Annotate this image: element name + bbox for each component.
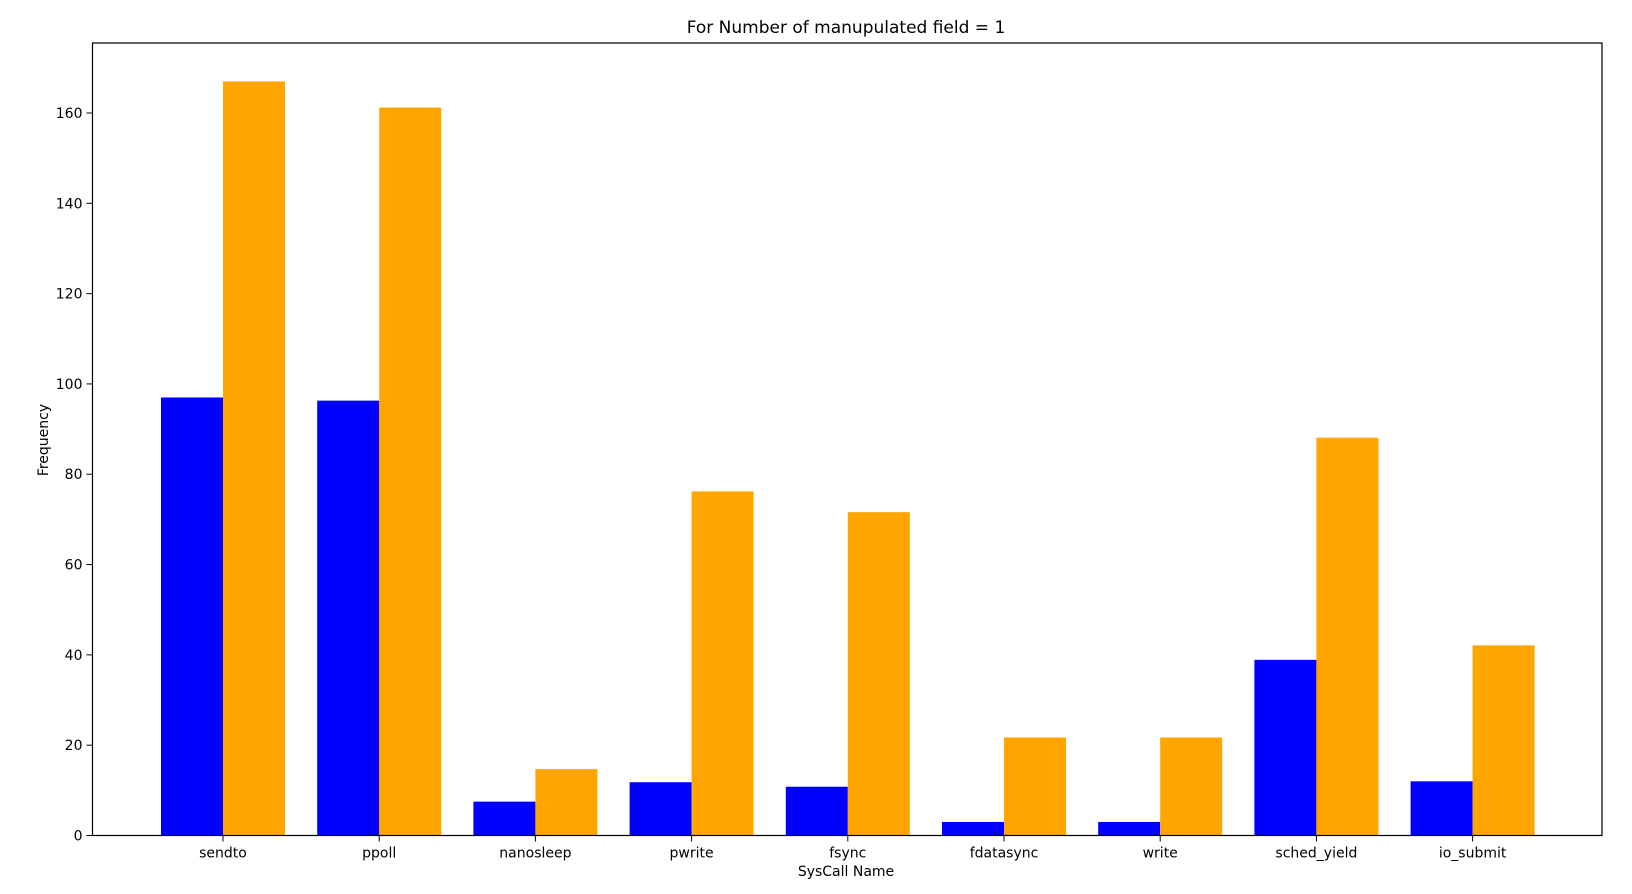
bar-ppoll-series-2 <box>379 107 442 836</box>
bar-write-series-2 <box>1160 737 1223 836</box>
y-tick-label: 80 <box>65 467 83 483</box>
x-tick-label-fsync: fsync <box>829 846 866 862</box>
y-tick-label: 140 <box>56 196 83 212</box>
bar-nanosleep-series-2 <box>535 769 598 836</box>
y-tick-label: 100 <box>56 377 83 393</box>
bar-io_submit-series-1 <box>1410 781 1473 836</box>
y-tick-label: 160 <box>56 106 83 122</box>
bar-sendto-series-1 <box>161 397 223 836</box>
x-tick-label-write: write <box>1143 846 1178 862</box>
y-axis-label: Frequency <box>36 404 52 476</box>
y-tick-label: 40 <box>65 648 83 664</box>
x-tick-label-sched_yield: sched_yield <box>1275 846 1357 862</box>
x-tick-label-fdatasync: fdatasync <box>970 846 1039 862</box>
bar-fdatasync-series-1 <box>942 821 1004 836</box>
bar-nanosleep-series-1 <box>473 801 536 836</box>
y-axis-ticks: 0 20 40 60 80 100 120 140 160 <box>56 106 93 845</box>
bars-group <box>161 81 1535 836</box>
bar-fsync-series-2 <box>847 512 910 836</box>
y-tick-label: 0 <box>74 829 83 845</box>
chart-title: For Number of manupulated field = 1 <box>687 18 1006 38</box>
x-tick-label-ppoll: ppoll <box>362 846 396 862</box>
bar-pwrite-series-2 <box>691 491 754 836</box>
y-tick-label: 60 <box>65 558 83 574</box>
bar-sched_yield-series-2 <box>1316 437 1379 836</box>
bar-write-series-1 <box>1098 821 1161 836</box>
bar-fsync-series-1 <box>785 786 848 836</box>
bar-ppoll-series-1 <box>317 400 380 836</box>
bar-pwrite-series-1 <box>629 782 692 836</box>
y-tick-label: 120 <box>56 287 83 303</box>
x-tick-label-io_submit: io_submit <box>1439 846 1507 862</box>
plot-frame <box>91 42 1603 837</box>
bar-sched_yield-series-1 <box>1254 659 1317 836</box>
bar-fdatasync-series-2 <box>1004 737 1066 836</box>
x-axis-label: SysCall Name <box>798 864 894 880</box>
x-tick-label-nanosleep: nanosleep <box>499 846 571 862</box>
x-tick-label-sendto: sendto <box>199 846 247 862</box>
bar-io_submit-series-2 <box>1472 645 1535 836</box>
bar-sendto-series-2 <box>223 81 285 836</box>
y-tick-label: 20 <box>65 738 83 754</box>
x-tick-label-pwrite: pwrite <box>670 846 714 862</box>
x-axis-ticks: sendto ppoll nanosleep pwrite fsync fdatasync… <box>199 835 1507 862</box>
